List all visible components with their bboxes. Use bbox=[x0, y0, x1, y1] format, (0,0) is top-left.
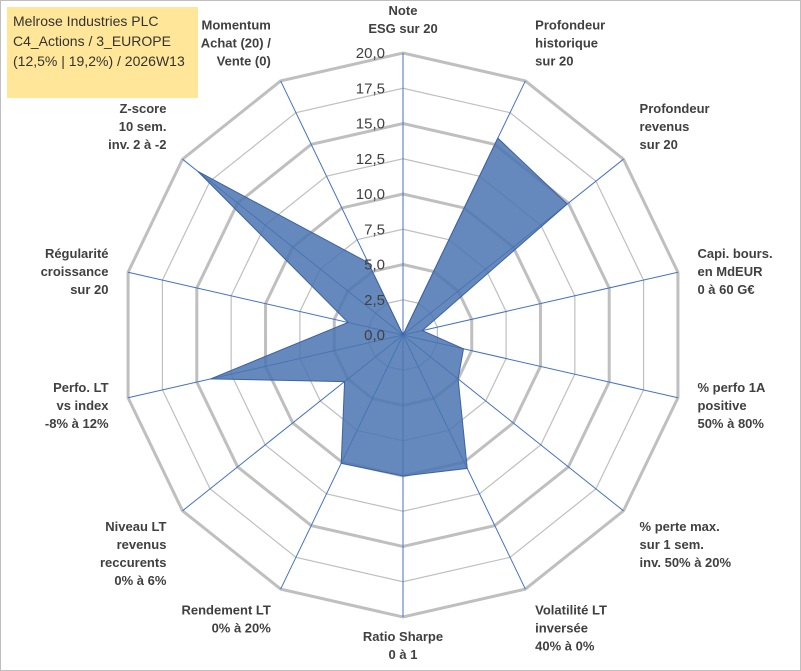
tick-label-4: 10,0 bbox=[356, 186, 385, 203]
axis-label-8-line-1: 0% à 20% bbox=[212, 620, 272, 635]
title-line-company: Melrose Industries PLC bbox=[13, 13, 159, 29]
title-line-rates-week: (12,5% | 19,2%) / 2026W13 bbox=[13, 53, 185, 69]
tick-label-6: 15,0 bbox=[356, 116, 385, 133]
axis-label-6-line-1: inversée bbox=[535, 620, 588, 635]
axis-label-10-line-0: Perfo. LT bbox=[53, 380, 108, 395]
axis-label-6-line-0: Volatilité LT bbox=[535, 602, 607, 617]
axis-label-10-line-1: vs index bbox=[56, 398, 109, 413]
tick-label-7: 17,5 bbox=[356, 80, 385, 97]
axis-label-12-line-1: 10 sem. bbox=[119, 119, 167, 134]
axis-label-13-line-1: Achat (20) / bbox=[201, 36, 271, 51]
title-line-category: C4_Actions / 3_EUROPE bbox=[13, 33, 171, 49]
axis-label-11-line-2: sur 20 bbox=[70, 282, 108, 297]
tick-label-5: 12,5 bbox=[356, 151, 385, 168]
axis-label-7-line-0: Ratio Sharpe bbox=[363, 629, 443, 644]
axis-label-1-line-2: sur 20 bbox=[535, 54, 573, 69]
axis-label-12-line-0: Z-score bbox=[119, 101, 166, 116]
axis-label-1-line-1: historique bbox=[535, 36, 598, 51]
axis-label-9-line-3: 0% à 6% bbox=[114, 573, 166, 588]
axis-label-3-line-1: en MdEUR bbox=[697, 264, 763, 279]
axis-label-9-line-1: revenus bbox=[117, 537, 167, 552]
radar-axis-labels: Note ESG sur 20 Profondeur historique sur 20… bbox=[41, 3, 773, 662]
radar-series bbox=[197, 137, 568, 477]
spoke-3 bbox=[402, 271, 679, 336]
tick-label-2: 5,0 bbox=[364, 257, 385, 274]
axis-label-0-line-1: ESG sur 20 bbox=[368, 21, 437, 36]
axis-label-11-line-0: Régularité bbox=[45, 246, 109, 261]
axis-label-13-line-2: Vente (0) bbox=[217, 54, 271, 69]
axis-label-4-line-0: % perfo 1A bbox=[697, 380, 766, 395]
axis-label-7-line-1: 0 à 1 bbox=[389, 647, 418, 662]
axis-label-5-line-0: % perte max. bbox=[640, 519, 720, 534]
axis-label-3-line-2: 0 à 60 G€ bbox=[697, 282, 754, 297]
axis-label-2-line-0: Profondeur bbox=[640, 101, 710, 116]
axis-label-9-line-2: reccurents bbox=[100, 555, 166, 570]
axis-label-5-line-2: inv. 50% à 20% bbox=[640, 555, 732, 570]
axis-label-3-line-0: Capi. bours. bbox=[697, 246, 772, 261]
tick-label-3: 7,5 bbox=[364, 221, 385, 238]
axis-label-1-line-0: Profondeur bbox=[535, 18, 605, 33]
axis-label-6-line-2: 40% à 0% bbox=[535, 638, 595, 653]
axis-label-8-line-0: Rendement LT bbox=[182, 602, 271, 617]
axis-label-9-line-0: Niveau LT bbox=[105, 519, 166, 534]
axis-label-13-line-0: Momentum bbox=[201, 18, 270, 33]
axis-label-0-line-0: Note bbox=[389, 3, 418, 18]
axis-label-12-line-2: inv. 2 à -2 bbox=[108, 137, 166, 152]
axis-label-2-line-1: revenus bbox=[640, 119, 690, 134]
axis-label-2-line-2: sur 20 bbox=[640, 137, 678, 152]
axis-label-10-line-2: -8% à 12% bbox=[45, 416, 109, 431]
axis-label-5-line-1: sur 1 sem. bbox=[640, 537, 704, 552]
radar-tick-labels: 0,0 2,5 5,0 7,5 10,0 12,5 15,0 17,5 20,0 bbox=[356, 45, 385, 344]
tick-label-8: 20,0 bbox=[356, 45, 385, 62]
title-box: Melrose Industries PLC C4_Actions / 3_EU… bbox=[7, 7, 198, 98]
axis-label-11-line-1: croissance bbox=[41, 264, 109, 279]
axis-label-4-line-2: 50% à 80% bbox=[697, 416, 764, 431]
tick-label-0: 0,0 bbox=[364, 327, 385, 344]
tick-label-1: 2,5 bbox=[364, 292, 385, 309]
axis-label-4-line-1: positive bbox=[697, 398, 746, 413]
